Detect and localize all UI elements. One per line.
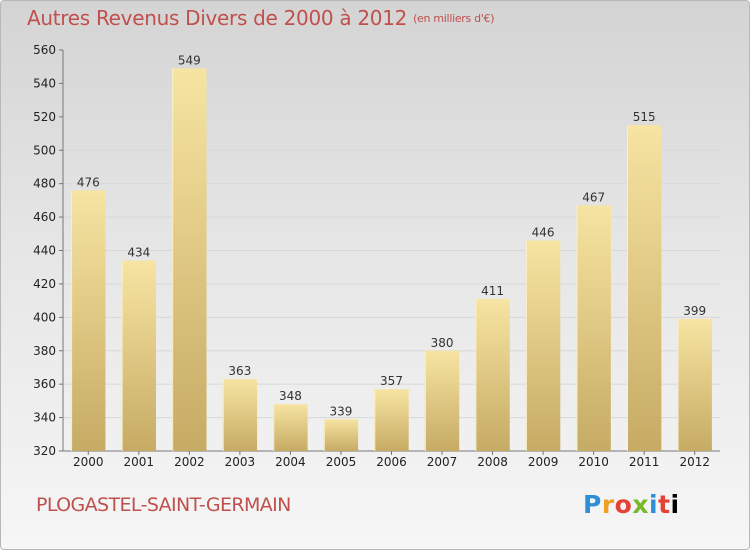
bar	[121, 260, 156, 451]
bar	[172, 68, 207, 452]
chart-title: Autres Revenus Divers de 2000 à 2012 (en …	[27, 6, 495, 30]
y-tick-label: 560	[33, 43, 56, 57]
y-tick-label: 460	[33, 210, 56, 224]
bar	[71, 190, 106, 451]
data-label: 357	[380, 374, 403, 388]
data-label: 476	[77, 175, 100, 189]
bar	[323, 419, 359, 451]
y-tick-label: 440	[33, 244, 56, 258]
bar	[475, 298, 510, 451]
logo-letter: o	[614, 490, 633, 519]
chart-title-text: Autres Revenus Divers de 2000 à 2012	[27, 6, 408, 30]
logo-letter: r	[601, 490, 615, 519]
data-label: 515	[633, 110, 656, 124]
logo-letter: i	[670, 490, 680, 519]
y-tick-label: 400	[33, 310, 56, 324]
x-tick-label: 2004	[275, 455, 306, 469]
logo-letter: P	[583, 490, 602, 519]
y-tick-label: 340	[33, 411, 56, 425]
logo-letter: x	[632, 490, 649, 519]
x-tick-label: 2008	[477, 455, 508, 469]
x-tick-label: 2010	[578, 455, 609, 469]
y-tick-label: 380	[33, 344, 56, 358]
y-tick-label: 320	[33, 444, 56, 458]
x-tick-label: 2000	[73, 455, 104, 469]
bar	[525, 240, 561, 451]
y-tick-label: 520	[33, 110, 56, 124]
data-label: 434	[127, 246, 150, 260]
y-tick-label: 420	[33, 277, 56, 291]
x-tick-label: 2002	[174, 455, 205, 469]
data-label: 339	[330, 404, 353, 418]
y-tick-label: 540	[33, 76, 56, 90]
x-tick-label: 2005	[326, 455, 357, 469]
data-label: 399	[683, 304, 706, 318]
bar	[677, 319, 712, 451]
data-label: 348	[279, 389, 302, 403]
data-label: 411	[481, 284, 504, 298]
commune-name: PLOGASTEL-SAINT-GERMAIN	[36, 494, 291, 516]
x-tick-label: 2012	[679, 455, 710, 469]
value-labels: 476 434 549 363 348 339 357 380 411 446 467 515 399	[77, 53, 706, 418]
x-tick-label: 2001	[124, 455, 155, 469]
bar	[576, 205, 611, 451]
bar	[222, 379, 258, 451]
bar	[424, 350, 460, 451]
x-tick-label: 2007	[427, 455, 458, 469]
data-label: 467	[582, 190, 605, 204]
data-label: 363	[228, 364, 251, 378]
logo-letter: i	[649, 490, 659, 519]
logo-letter: t	[658, 490, 671, 519]
proxiti-logo: Proxiti	[583, 490, 680, 519]
bar	[273, 404, 308, 451]
data-label: 380	[431, 336, 454, 350]
axes: 320 340 360 380 400 420 440 460 480 500 520 540 560 2…	[33, 43, 720, 469]
y-tick-label: 360	[33, 377, 56, 391]
data-label: 549	[178, 53, 201, 67]
y-tick-label: 480	[33, 177, 56, 191]
x-tick-label: 2003	[225, 455, 256, 469]
bar	[627, 125, 662, 451]
x-tick-label: 2006	[376, 455, 407, 469]
y-tick-label: 500	[33, 143, 56, 157]
bars	[71, 68, 712, 452]
chart-unit: (en milliers d'€)	[413, 12, 495, 25]
bar	[374, 389, 409, 451]
x-tick-label: 2011	[629, 455, 660, 469]
data-label: 446	[532, 225, 555, 239]
x-tick-label: 2009	[528, 455, 559, 469]
